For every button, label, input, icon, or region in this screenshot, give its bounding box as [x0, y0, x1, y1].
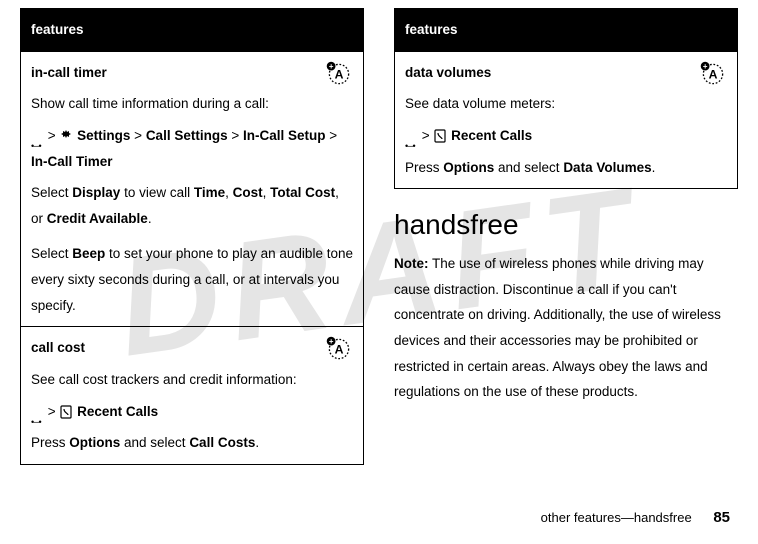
page-footer: other features—handsfree 85	[541, 509, 730, 526]
nav-path: > Settings > Call Settings > In-Call Set…	[31, 123, 353, 174]
nav-incall-timer: In-Call Timer	[31, 154, 113, 169]
features-table-right: features A + data volumes See data volum…	[394, 8, 738, 189]
svg-text:A: A	[335, 343, 344, 357]
feature-title: in-call timer	[31, 60, 353, 86]
note-label: Note:	[394, 256, 429, 271]
nav-incall-setup: In-Call Setup	[243, 128, 326, 143]
nav-recent-calls: Recent Calls	[451, 128, 532, 143]
row-data-volumes: A + data volumes See data volume meters:…	[395, 51, 738, 189]
feature-desc: Show call time information during a call…	[31, 91, 353, 117]
svg-text:+: +	[329, 337, 334, 346]
handsfree-note: Note: The use of wireless phones while d…	[394, 251, 738, 405]
settings-icon	[59, 129, 73, 143]
feature-title: call cost	[31, 335, 353, 361]
table-header: features	[21, 9, 364, 52]
svg-text:+: +	[703, 61, 708, 70]
center-key-icon	[405, 132, 418, 141]
center-key-icon	[31, 408, 44, 417]
feature-desc: See call cost trackers and credit inform…	[31, 367, 353, 393]
page-content: features A + in-call timer Show call tim…	[0, 0, 758, 465]
recent-calls-icon	[59, 405, 73, 419]
svg-text:A: A	[335, 67, 344, 81]
nav-recent-calls: Recent Calls	[77, 404, 158, 419]
table-header: features	[395, 9, 738, 52]
features-table-left: features A + in-call timer Show call tim…	[20, 8, 364, 465]
nav-path: > Recent Calls	[405, 123, 727, 149]
center-key-icon	[31, 132, 44, 141]
optional-feature-icon: A +	[325, 335, 353, 363]
right-column: features A + data volumes See data volum…	[394, 8, 738, 465]
feature-title: data volumes	[405, 60, 727, 86]
section-heading-handsfree: handsfree	[394, 209, 738, 241]
nav-path: > Recent Calls	[31, 399, 353, 425]
feature-desc: See data volume meters:	[405, 91, 727, 117]
row-call-cost: A + call cost See call cost trackers and…	[21, 327, 364, 465]
svg-text:+: +	[329, 61, 334, 70]
footer-text: other features—handsfree	[541, 510, 692, 525]
optional-feature-icon: A +	[325, 60, 353, 88]
feature-line3: Select Beep to set your phone to play an…	[31, 241, 353, 318]
feature-line2: Press Options and select Call Costs.	[31, 430, 353, 456]
svg-text:A: A	[709, 67, 718, 81]
nav-call-settings: Call Settings	[146, 128, 228, 143]
feature-line2: Select Display to view call Time, Cost, …	[31, 180, 353, 231]
left-column: features A + in-call timer Show call tim…	[20, 8, 364, 465]
nav-settings: Settings	[77, 128, 130, 143]
feature-line2: Press Options and select Data Volumes.	[405, 155, 727, 181]
page-number: 85	[713, 509, 730, 526]
optional-feature-icon: A +	[699, 60, 727, 88]
recent-calls-icon	[433, 129, 447, 143]
row-in-call-timer: A + in-call timer Show call time informa…	[21, 51, 364, 327]
